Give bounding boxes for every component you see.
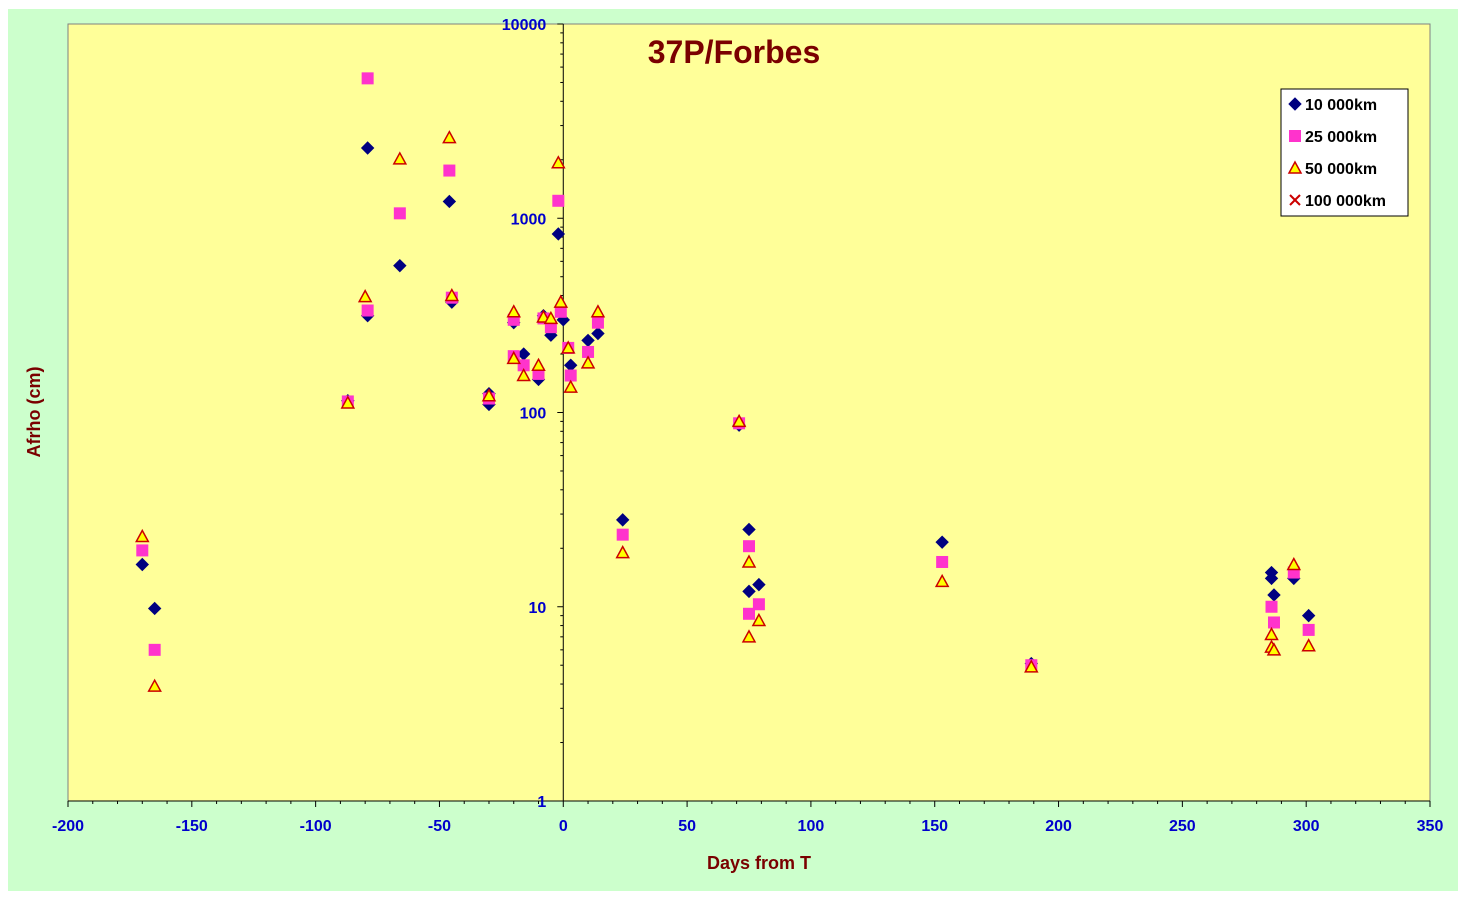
x-tick-label: 350 (1417, 818, 1444, 835)
x-tick-label: 50 (678, 818, 696, 835)
data-point-diamond (393, 258, 407, 273)
data-point-triangle (1266, 642, 1282, 656)
data-point-triangle (506, 350, 522, 365)
y-tick-label: 1000 (511, 211, 547, 228)
data-point-square (443, 164, 456, 177)
data-point-square (1265, 600, 1278, 613)
data-point-square (136, 544, 149, 557)
x-tick-label: 150 (921, 818, 948, 835)
x-tick-label: -200 (52, 818, 84, 835)
data-point-triangle (1024, 659, 1039, 673)
data-point-diamond (615, 513, 630, 527)
data-point-triangle (506, 304, 522, 318)
data-point-diamond (742, 522, 756, 537)
data-point-square (1302, 623, 1315, 636)
data-point-square (743, 540, 755, 553)
data-point-square (591, 316, 604, 329)
x-tick-label: 300 (1293, 818, 1320, 835)
data-point-square (552, 194, 565, 207)
y-tick-label: 1 (537, 794, 546, 811)
data-point-triangle (1264, 626, 1279, 641)
data-point-triangle (516, 367, 531, 382)
data-point-diamond (147, 601, 162, 616)
legend-label: 100 000km (1305, 193, 1386, 210)
data-point-triangle (531, 357, 546, 372)
data-point-triangle (741, 629, 757, 643)
y-tick-label: 100 (520, 406, 547, 423)
data-point-triangle (340, 395, 356, 409)
data-point-diamond (742, 584, 756, 599)
x-axis-ticks: -200 -150 -100 -50 0 50 100 150 200 250 300 350 (52, 801, 1443, 835)
legend-box (1280, 88, 1409, 217)
y-axis-title: Afrho (cm) (24, 367, 44, 458)
data-point-square (582, 345, 595, 358)
data-point-square (517, 359, 530, 372)
x-tick-label: -150 (176, 818, 208, 835)
data-point-diamond (591, 326, 605, 341)
data-point-diamond (442, 194, 457, 209)
data-point-triangle (392, 151, 408, 165)
data-point-triangle (147, 678, 162, 692)
data-point-triangle (1301, 638, 1316, 652)
data-point-diamond (360, 141, 375, 155)
data-point-diamond (135, 557, 149, 572)
data-point-triangle (135, 528, 150, 543)
data-point-triangle (1286, 556, 1302, 571)
legend-label: 50 000km (1305, 161, 1377, 178)
legend-marker-x (1289, 194, 1301, 206)
data-point-square (1267, 616, 1280, 629)
legend-marker-diamond (1288, 97, 1302, 111)
x-tick-label: 100 (798, 818, 825, 835)
data-point-triangle (357, 289, 373, 303)
data-point-triangle (731, 413, 747, 428)
data-point-triangle (553, 294, 569, 308)
chart-title: 37P/Forbes (648, 34, 821, 70)
x-tick-label: -50 (428, 818, 451, 835)
x-tick-label: 0 (559, 818, 568, 835)
legend-label: 25 000km (1305, 129, 1377, 146)
data-point-square (148, 643, 161, 656)
data-point-triangle (934, 573, 950, 588)
data-point-triangle (580, 355, 596, 369)
x-axis-title: Days from T (707, 853, 811, 873)
legend-label: 10 000km (1305, 97, 1377, 114)
data-point-diamond (1264, 571, 1279, 586)
data-point-triangle (590, 304, 606, 318)
data-point-triangle (444, 287, 460, 302)
legend-marker-square (1289, 130, 1301, 142)
legend-marker-triangle (1287, 160, 1303, 174)
x-tick-label: -100 (300, 818, 332, 835)
legend: 10 000km 25 000km 50 000km 100 000km (1280, 88, 1409, 217)
data-point-triangle (615, 545, 630, 559)
data-point-square (361, 304, 374, 317)
data-point-square (554, 305, 567, 318)
data-point-diamond (551, 227, 566, 241)
data-point-triangle (560, 340, 576, 354)
y-axis-ticks: 1 10 100 1000 10000 (502, 17, 564, 811)
data-point-triangle (442, 130, 457, 144)
data-point-square (564, 369, 577, 382)
data-point-triangle (551, 155, 566, 169)
data-point-square (752, 598, 765, 611)
data-point-square (393, 207, 406, 220)
data-point-diamond (935, 535, 949, 549)
x-tick-label: 250 (1169, 818, 1196, 835)
data-point-triangle (543, 310, 559, 325)
y-tick-label: 10000 (502, 17, 547, 34)
plot-area (67, 23, 1431, 802)
y-tick-label: 10 (528, 600, 546, 617)
data-points (135, 72, 1316, 692)
data-point-square (616, 528, 629, 541)
data-point-diamond (752, 577, 766, 592)
data-point-triangle (751, 612, 767, 627)
data-point-triangle (563, 379, 578, 393)
data-point-triangle (741, 554, 757, 568)
data-point-square (936, 555, 949, 568)
data-point-square (743, 607, 755, 620)
data-point-triangle (481, 388, 497, 402)
data-point-diamond (1301, 608, 1316, 623)
data-point-square (361, 72, 374, 85)
x-tick-label: 200 (1045, 818, 1072, 835)
